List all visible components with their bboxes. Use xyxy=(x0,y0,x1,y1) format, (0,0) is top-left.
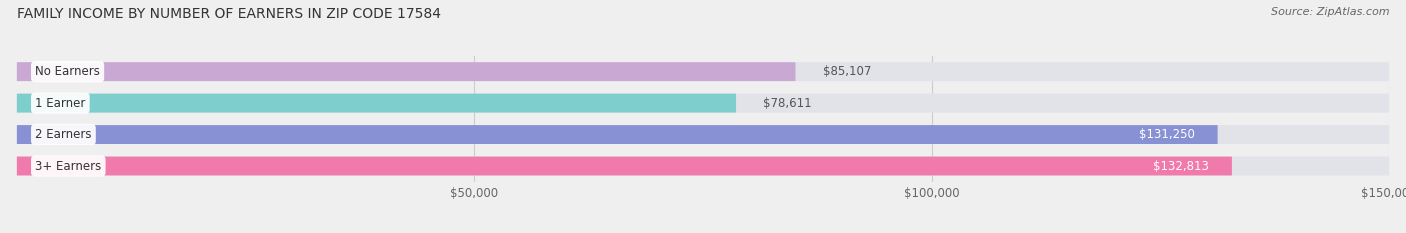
Text: $85,107: $85,107 xyxy=(823,65,872,78)
Text: $131,250: $131,250 xyxy=(1139,128,1195,141)
Text: $78,611: $78,611 xyxy=(763,97,813,110)
FancyBboxPatch shape xyxy=(17,157,1232,175)
Text: 1 Earner: 1 Earner xyxy=(35,97,86,110)
FancyBboxPatch shape xyxy=(17,125,1218,144)
FancyBboxPatch shape xyxy=(17,62,1389,81)
FancyBboxPatch shape xyxy=(17,125,1389,144)
FancyBboxPatch shape xyxy=(17,94,1389,113)
FancyBboxPatch shape xyxy=(17,94,735,113)
Text: 3+ Earners: 3+ Earners xyxy=(35,160,101,172)
Text: 2 Earners: 2 Earners xyxy=(35,128,91,141)
FancyBboxPatch shape xyxy=(17,62,796,81)
FancyBboxPatch shape xyxy=(17,157,1389,175)
Text: Source: ZipAtlas.com: Source: ZipAtlas.com xyxy=(1271,7,1389,17)
Text: No Earners: No Earners xyxy=(35,65,100,78)
Text: $132,813: $132,813 xyxy=(1153,160,1209,172)
Text: FAMILY INCOME BY NUMBER OF EARNERS IN ZIP CODE 17584: FAMILY INCOME BY NUMBER OF EARNERS IN ZI… xyxy=(17,7,441,21)
